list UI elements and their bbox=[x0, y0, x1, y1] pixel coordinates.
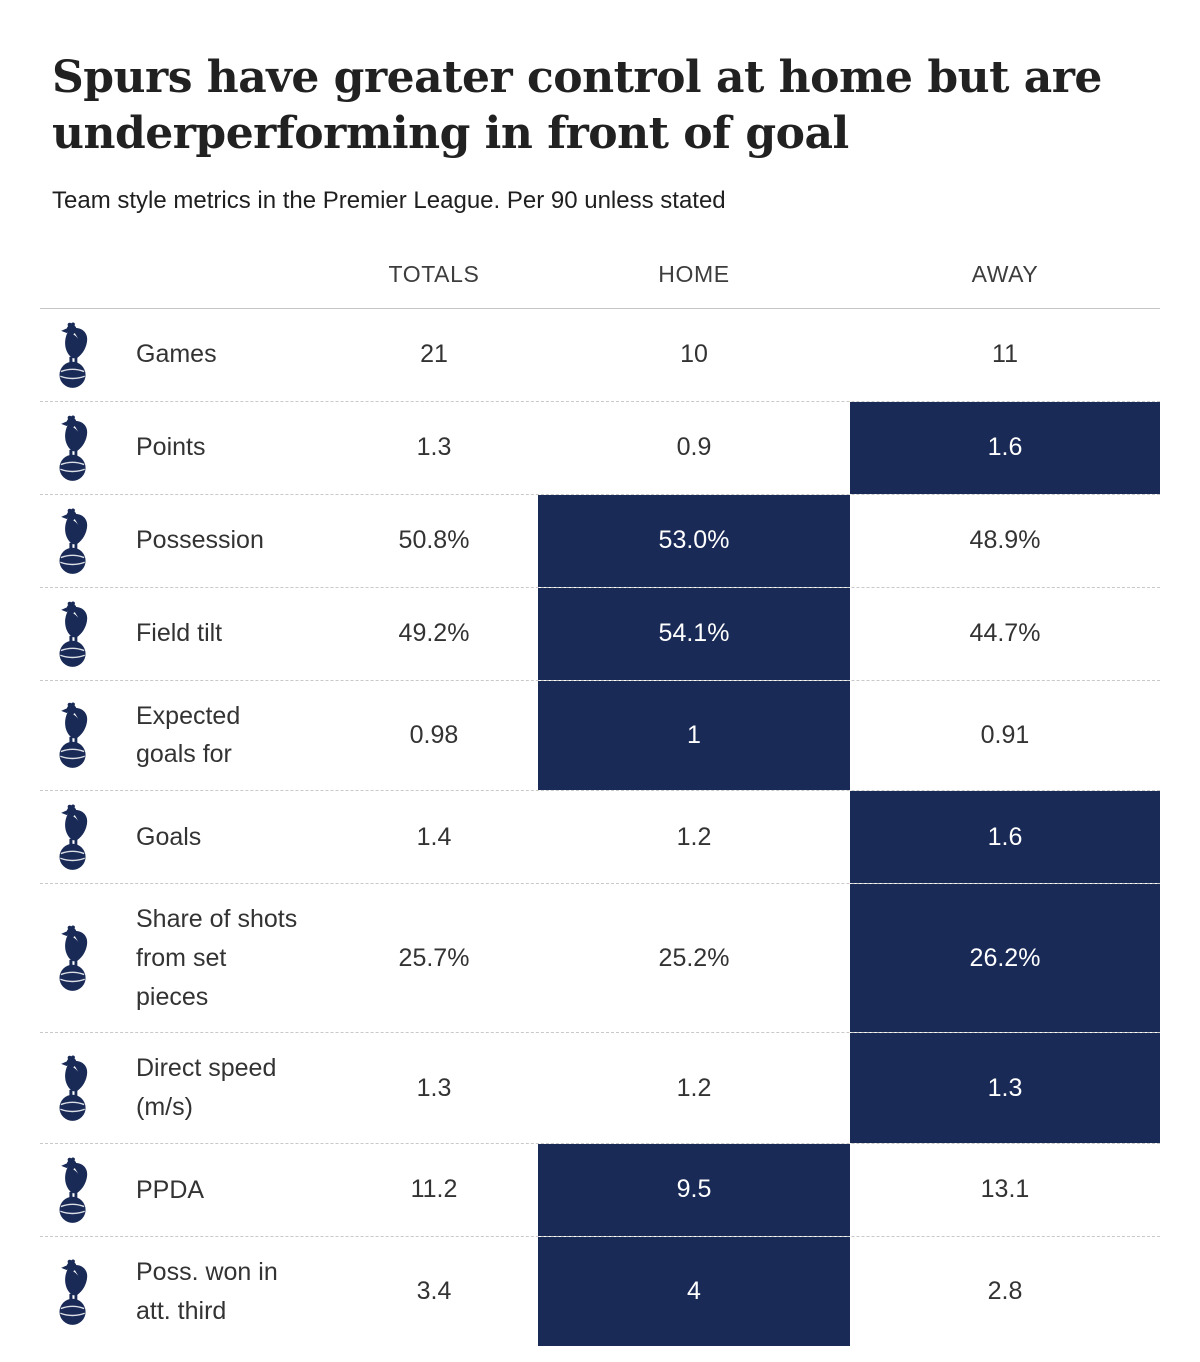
totals-value: 3.4 bbox=[416, 1277, 452, 1306]
away-value: 11 bbox=[992, 340, 1018, 369]
table-row: PPDA 11.2 9.5 13.1 bbox=[40, 1142, 1160, 1236]
row-icon-cell bbox=[40, 309, 106, 401]
row-icon-cell bbox=[40, 1033, 106, 1143]
table-row: Points 1.3 0.9 1.6 bbox=[40, 400, 1160, 494]
home-value: 9.5 bbox=[538, 1143, 850, 1236]
spurs-crest-icon bbox=[59, 804, 88, 870]
home-value: 25.2% bbox=[658, 943, 730, 972]
spurs-crest-icon bbox=[59, 1157, 88, 1223]
table-row: Poss. won in att. third 3.4 4 2.8 bbox=[40, 1235, 1160, 1347]
table-row: Field tilt 49.2% 54.1% 44.7% bbox=[40, 586, 1160, 680]
away-value: 48.9% bbox=[969, 526, 1041, 555]
chart-subtitle: Team style metrics in the Premier League… bbox=[52, 186, 726, 214]
row-icon-cell bbox=[40, 791, 106, 883]
home-value: 0.9 bbox=[676, 433, 712, 462]
row-icon-cell bbox=[40, 1237, 106, 1347]
spurs-crest-icon bbox=[59, 415, 88, 481]
totals-value: 0.98 bbox=[409, 720, 459, 749]
chart-title: Spurs have greater control at home but a… bbox=[52, 52, 1102, 160]
header-spacer-icon bbox=[40, 261, 106, 288]
away-value: 1.3 bbox=[850, 1033, 1160, 1143]
home-value: 1.2 bbox=[676, 822, 712, 851]
away-value: 1.6 bbox=[850, 791, 1160, 884]
table-row: Games 21 10 11 bbox=[40, 309, 1160, 401]
away-value: 0.91 bbox=[980, 720, 1030, 749]
metric-label: Possession bbox=[136, 526, 264, 555]
away-value: 26.2% bbox=[850, 884, 1160, 1033]
totals-value: 50.8% bbox=[398, 526, 470, 555]
metric-label: Share of shots from set pieces bbox=[136, 905, 298, 1011]
spurs-crest-icon bbox=[59, 702, 88, 769]
metric-label: Direct speed (m/s) bbox=[136, 1054, 277, 1122]
away-value: 44.7% bbox=[969, 619, 1041, 648]
away-value: 13.1 bbox=[980, 1175, 1030, 1204]
totals-value: 1.4 bbox=[416, 822, 452, 851]
away-value: 2.8 bbox=[987, 1277, 1023, 1306]
spurs-crest-icon bbox=[59, 925, 88, 992]
home-value: 54.1% bbox=[538, 587, 850, 680]
metric-label: Games bbox=[136, 340, 217, 369]
table-body: Games 21 10 11 bbox=[40, 309, 1160, 1347]
table-row: Goals 1.4 1.2 1.6 bbox=[40, 790, 1160, 884]
table-row: Possession 50.8% 53.0% 48.9% bbox=[40, 493, 1160, 587]
metric-label: Points bbox=[136, 433, 206, 462]
home-value: 4 bbox=[538, 1236, 850, 1347]
metrics-table: TOTALS HOME AWAY bbox=[40, 249, 1160, 1347]
row-icon-cell bbox=[40, 884, 106, 1032]
totals-value: 1.3 bbox=[416, 1073, 452, 1102]
spurs-crest-icon bbox=[59, 601, 88, 667]
row-icon-cell bbox=[40, 1144, 106, 1236]
metric-label: Field tilt bbox=[136, 619, 223, 648]
table-row: Direct speed (m/s) 1.3 1.2 1.3 bbox=[40, 1032, 1160, 1143]
totals-value: 11.2 bbox=[410, 1175, 458, 1204]
home-value: 1.2 bbox=[676, 1073, 712, 1102]
totals-value: 49.2% bbox=[398, 619, 470, 648]
home-value: 10 bbox=[680, 340, 708, 369]
row-icon-cell bbox=[40, 495, 106, 587]
away-value: 1.6 bbox=[850, 401, 1160, 494]
totals-value: 21 bbox=[420, 340, 448, 369]
table-header-row: TOTALS HOME AWAY bbox=[40, 249, 1160, 309]
column-header-totals: TOTALS bbox=[388, 260, 480, 287]
column-header-away: AWAY bbox=[971, 260, 1039, 287]
header-spacer-label bbox=[106, 261, 330, 288]
row-icon-cell bbox=[40, 402, 106, 494]
totals-value: 1.3 bbox=[416, 433, 452, 462]
column-header-home: HOME bbox=[658, 260, 730, 287]
spurs-crest-icon bbox=[59, 508, 88, 574]
table-row: Expected goals for 0.98 1 0.91 bbox=[40, 679, 1160, 791]
metric-label: Expected goals for bbox=[136, 701, 241, 769]
spurs-crest-icon bbox=[59, 1259, 88, 1325]
totals-value: 25.7% bbox=[398, 943, 470, 972]
home-value: 53.0% bbox=[538, 494, 850, 587]
table-row: Share of shots from set pieces 25.7% 25.… bbox=[40, 883, 1160, 1033]
spurs-crest-icon bbox=[59, 322, 88, 388]
home-value: 1 bbox=[538, 680, 850, 791]
metric-label: Goals bbox=[136, 822, 202, 851]
spurs-crest-icon bbox=[59, 1055, 88, 1121]
metric-label: Poss. won in att. third bbox=[136, 1257, 278, 1325]
metric-label: PPDA bbox=[136, 1175, 205, 1204]
row-icon-cell bbox=[40, 681, 106, 791]
row-icon-cell bbox=[40, 588, 106, 680]
